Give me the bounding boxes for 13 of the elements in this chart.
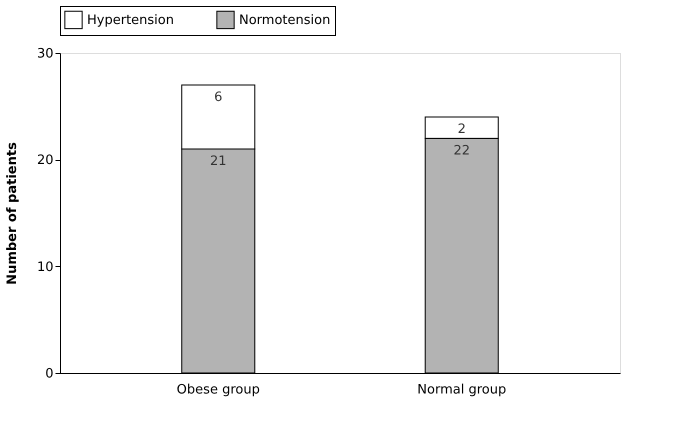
y-tick-label: 30 [36, 46, 54, 62]
y-tick-label: 20 [36, 153, 54, 168]
x-tick-label: Obese group [176, 382, 260, 398]
legend-label: Normotension [239, 12, 330, 28]
y-tick-label: 10 [36, 260, 54, 275]
y-axis-title: Number of patients [4, 142, 20, 285]
y-tick-label: 0 [45, 366, 54, 382]
x-tick-label: Normal group [417, 382, 506, 398]
data-label: 22 [453, 143, 470, 158]
legend-label: Hypertension [87, 12, 174, 28]
data-label: 6 [214, 90, 222, 105]
data-label: 2 [458, 122, 466, 137]
data-label: 21 [210, 154, 227, 169]
